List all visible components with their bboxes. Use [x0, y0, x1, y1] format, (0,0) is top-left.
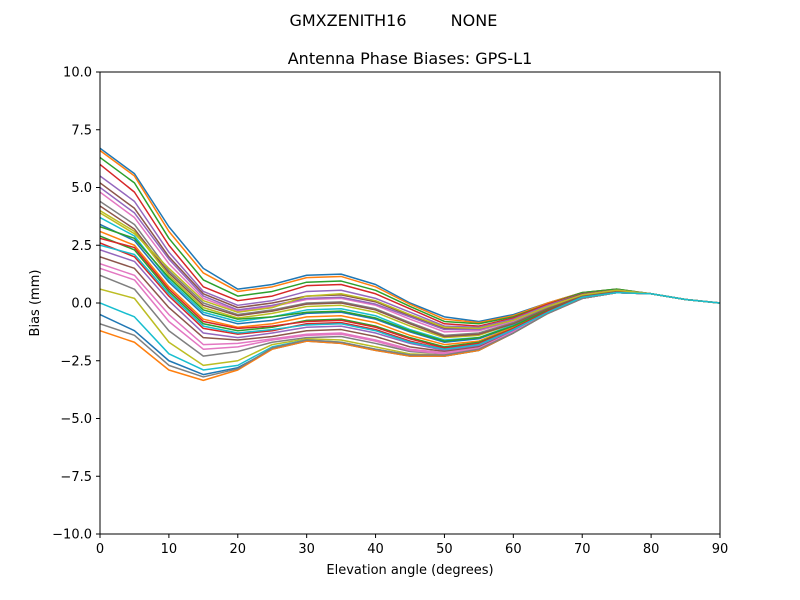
x-tick-label: 50	[436, 542, 453, 557]
x-tick-label: 30	[298, 542, 315, 557]
y-tick-label: −2.5	[60, 354, 92, 369]
series-layer	[100, 147, 720, 382]
x-tick-label: 90	[712, 542, 729, 557]
x-tick-label: 10	[161, 542, 178, 557]
series-line-3	[100, 156, 720, 325]
x-tick-label: 70	[574, 542, 591, 557]
series-line-29	[100, 212, 720, 330]
x-tick-label: 80	[643, 542, 660, 557]
y-tick-label: 10.0	[63, 66, 92, 81]
x-axis: 0 10 20 30 40 50 60 70 80 90	[96, 534, 728, 557]
figure-suptitle-left: GMXZENITH16	[289, 11, 406, 30]
chart-title: Antenna Phase Biases: GPS-L1	[288, 49, 533, 68]
y-tick-label: 5.0	[71, 181, 92, 196]
y-tick-label: −7.5	[60, 470, 92, 485]
y-tick-label: 2.5	[71, 239, 92, 254]
x-tick-label: 0	[96, 542, 104, 557]
figure-suptitle-right: NONE	[451, 11, 498, 30]
x-tick-label: 40	[367, 542, 384, 557]
series-line-26	[100, 205, 720, 338]
y-tick-label: −10.0	[52, 528, 92, 543]
y-tick-label: −5.0	[60, 412, 92, 427]
y-tick-label: 0.0	[71, 297, 92, 312]
y-axis: −10.0 −7.5 −5.0 −2.5 0.0 2.5 5.0 7.5 10.0	[52, 66, 100, 543]
x-tick-label: 20	[230, 542, 247, 557]
x-axis-label: Elevation angle (degrees)	[326, 563, 493, 578]
series-line-30	[100, 244, 720, 350]
y-tick-label: 7.5	[71, 123, 92, 138]
x-tick-label: 60	[505, 542, 522, 557]
y-axis-label: Bias (mm)	[28, 270, 43, 337]
